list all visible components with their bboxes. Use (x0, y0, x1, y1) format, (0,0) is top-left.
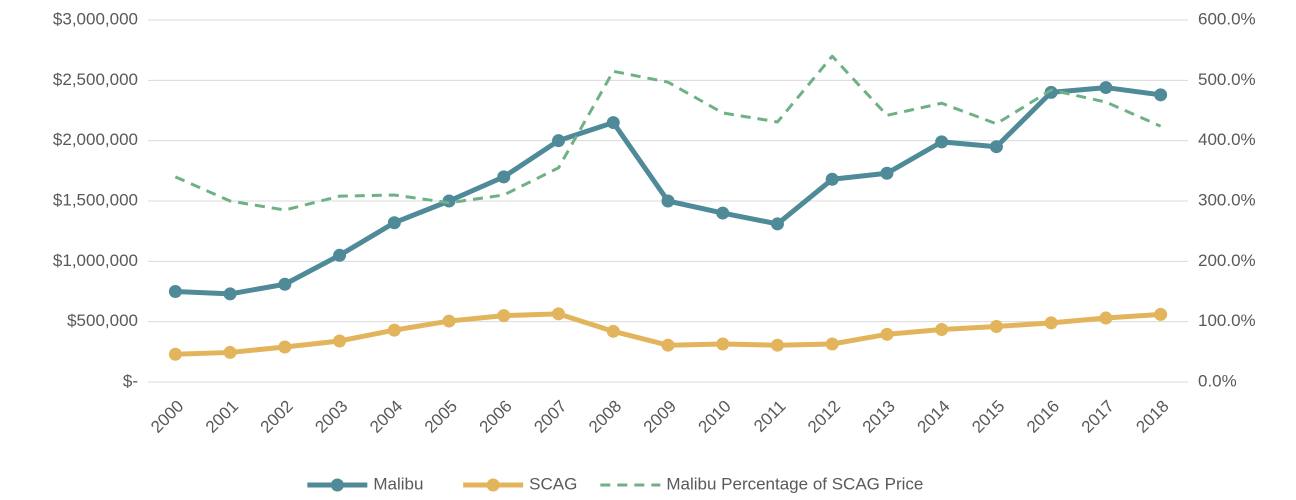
x-tick-label: 2006 (476, 397, 516, 437)
point (606, 116, 620, 130)
x-tick-label: 2008 (585, 397, 625, 437)
point (661, 194, 675, 208)
point (223, 287, 237, 301)
series-line (175, 85, 1161, 297)
y2-tick-label: 200.0% (1198, 251, 1256, 270)
point (716, 206, 730, 220)
legend-label: Malibu Percentage of SCAG Price (666, 474, 923, 493)
y-tick-label: $3,000,000 (53, 9, 138, 28)
y-tick-label: $1,500,000 (53, 190, 138, 209)
x-tick-label: 2002 (257, 397, 297, 437)
point (1044, 85, 1058, 99)
y-tick-label: $1,000,000 (53, 251, 138, 270)
point (442, 194, 456, 208)
point (1154, 307, 1168, 321)
y2-tick-label: 300.0% (1198, 190, 1256, 209)
x-tick-label: 2016 (1023, 397, 1063, 437)
point (1154, 88, 1168, 102)
x-tick-label: 2010 (695, 397, 735, 437)
point (168, 347, 182, 361)
point (661, 338, 675, 352)
point (278, 277, 292, 291)
point (770, 338, 784, 352)
y2-tick-label: 0.0% (1198, 371, 1237, 390)
point (552, 307, 566, 321)
x-tick-label: 2014 (914, 397, 954, 437)
point (1099, 311, 1113, 325)
point (387, 323, 401, 337)
y2-tick-label: 500.0% (1198, 70, 1256, 89)
x-tick-label: 2003 (311, 397, 351, 437)
point (333, 334, 347, 348)
x-tick-label: 2013 (859, 397, 899, 437)
x-tick-label: 2018 (1132, 397, 1172, 437)
x-tick-label: 2009 (640, 397, 680, 437)
point (989, 319, 1003, 333)
legend-marker (486, 478, 500, 492)
point (1044, 316, 1058, 330)
point (935, 323, 949, 337)
x-tick-label: 2011 (750, 397, 789, 436)
point (497, 309, 511, 323)
point (935, 135, 949, 149)
x-tick-label: 2012 (804, 397, 844, 437)
x-tick-label: 2004 (366, 397, 406, 437)
point (825, 172, 839, 186)
point (716, 337, 730, 351)
series-line (174, 54, 1162, 212)
point (825, 337, 839, 351)
point (278, 340, 292, 354)
legend-marker (330, 478, 344, 492)
point (880, 327, 894, 341)
x-tick-label: 2001 (202, 397, 242, 437)
point (552, 134, 566, 148)
point (333, 248, 347, 262)
y-tick-label: $- (123, 371, 138, 390)
legend-label: Malibu (373, 474, 423, 493)
y-tick-label: $500,000 (67, 311, 138, 330)
point (442, 314, 456, 328)
y2-tick-label: 100.0% (1198, 311, 1256, 330)
legend-label: SCAG (529, 474, 577, 493)
point (497, 170, 511, 184)
point (880, 166, 894, 180)
y-tick-label: $2,500,000 (53, 70, 138, 89)
y2-tick-label: 600.0% (1198, 9, 1256, 28)
x-tick-label: 2005 (421, 397, 461, 437)
point (606, 324, 620, 338)
y-tick-label: $2,000,000 (53, 130, 138, 149)
y2-tick-label: 400.0% (1198, 130, 1256, 149)
point (989, 140, 1003, 154)
point (223, 345, 237, 359)
point (387, 216, 401, 230)
point (168, 285, 182, 298)
x-tick-label: 2015 (968, 397, 1008, 437)
x-tick-label: 2000 (147, 397, 187, 437)
point (1099, 81, 1113, 95)
x-tick-label: 2007 (530, 397, 570, 437)
x-tick-label: 2017 (1078, 397, 1118, 437)
point (770, 217, 784, 231)
